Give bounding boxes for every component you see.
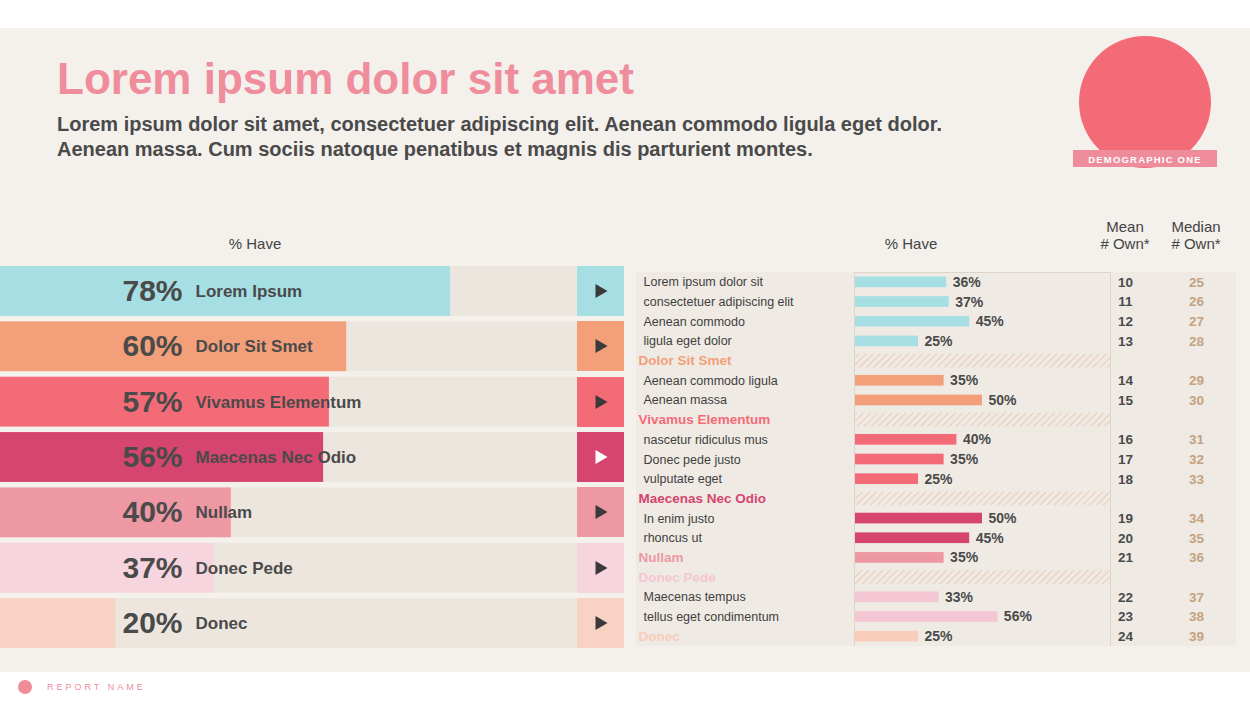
svg-text:Vivamus Elementum: Vivamus Elementum xyxy=(639,412,771,427)
svg-text:17: 17 xyxy=(1118,452,1133,467)
svg-text:Donec: Donec xyxy=(639,629,681,644)
svg-text:20%: 20% xyxy=(122,606,182,639)
svg-text:30: 30 xyxy=(1189,393,1204,408)
html-text:Lorem ipsum dolor sit amet, co: Lorem ipsum dolor sit amet, consectetuer… xyxy=(57,113,942,160)
svg-text:23: 23 xyxy=(1118,609,1134,624)
html-text:Median: Median xyxy=(1171,218,1221,235)
svg-text:22: 22 xyxy=(1118,590,1133,605)
svg-text:11: 11 xyxy=(1118,294,1133,309)
svg-text:35%: 35% xyxy=(950,451,979,467)
svg-text:36%: 36% xyxy=(953,274,982,290)
svg-text:rhoncus ut: rhoncus ut xyxy=(644,531,703,545)
svg-text:57%: 57% xyxy=(122,385,182,418)
svg-text:Aenean commodo: Aenean commodo xyxy=(644,315,746,329)
svg-text:37: 37 xyxy=(1189,590,1204,605)
svg-text:56%: 56% xyxy=(122,440,182,473)
svg-text:50%: 50% xyxy=(989,392,1018,408)
svg-text:50%: 50% xyxy=(989,510,1018,526)
svg-text:56%: 56% xyxy=(1004,608,1033,624)
svg-text:Lorem ipsum dolor sit: Lorem ipsum dolor sit xyxy=(644,275,764,289)
svg-text:14: 14 xyxy=(1118,373,1134,388)
svg-text:26: 26 xyxy=(1189,294,1205,309)
svg-text:25%: 25% xyxy=(925,471,954,487)
svg-text:35%: 35% xyxy=(950,549,979,565)
svg-text:28: 28 xyxy=(1189,334,1205,349)
svg-text:12: 12 xyxy=(1118,314,1133,329)
svg-text:Nullam: Nullam xyxy=(196,503,253,522)
svg-text:18: 18 xyxy=(1118,472,1134,487)
svg-text:Donec Pede: Donec Pede xyxy=(196,559,293,578)
svg-text:In enim justo: In enim justo xyxy=(644,512,715,526)
svg-text:29: 29 xyxy=(1189,373,1204,388)
html-text:# Own*: # Own* xyxy=(1100,235,1150,252)
svg-text:15: 15 xyxy=(1118,393,1134,408)
svg-text:Maecenas tempus: Maecenas tempus xyxy=(644,590,746,604)
svg-text:nascetur ridiculus mus: nascetur ridiculus mus xyxy=(644,433,768,447)
svg-text:Vivamus Elementum: Vivamus Elementum xyxy=(196,393,362,412)
svg-text:24: 24 xyxy=(1118,629,1134,644)
svg-text:19: 19 xyxy=(1118,511,1133,526)
svg-text:Dolor Sit Smet: Dolor Sit Smet xyxy=(196,337,313,356)
svg-text:38: 38 xyxy=(1189,609,1205,624)
svg-text:Nullam: Nullam xyxy=(639,550,684,565)
svg-text:35%: 35% xyxy=(950,372,979,388)
svg-text:45%: 45% xyxy=(976,530,1005,546)
html-text:% Have: % Have xyxy=(884,235,938,252)
svg-text:Dolor Sit Smet: Dolor Sit Smet xyxy=(639,353,733,368)
html-text:Mean: Mean xyxy=(1106,218,1144,235)
svg-text:35: 35 xyxy=(1189,531,1205,546)
svg-text:40%: 40% xyxy=(122,495,182,528)
html-text:% Have: % Have xyxy=(228,235,282,252)
svg-text:37%: 37% xyxy=(955,294,984,310)
svg-text:78%: 78% xyxy=(122,274,182,307)
html-text:# Own*: # Own* xyxy=(1171,235,1221,252)
svg-text:DEMOGRAPHIC ONE: DEMOGRAPHIC ONE xyxy=(1088,154,1202,165)
svg-text:13: 13 xyxy=(1118,334,1134,349)
svg-text:36: 36 xyxy=(1189,550,1205,565)
svg-text:Maecenas Nec Odio: Maecenas Nec Odio xyxy=(639,491,767,506)
svg-text:25: 25 xyxy=(1189,275,1205,290)
svg-text:Donec Pede: Donec Pede xyxy=(639,570,717,585)
svg-text:Maecenas Nec Odio: Maecenas Nec Odio xyxy=(196,448,357,467)
svg-text:32: 32 xyxy=(1189,452,1204,467)
svg-text:10: 10 xyxy=(1118,275,1133,290)
svg-text:consectetuer adipiscing elit: consectetuer adipiscing elit xyxy=(644,295,795,309)
svg-text:33: 33 xyxy=(1189,472,1205,487)
svg-text:37%: 37% xyxy=(122,551,182,584)
svg-text:vulputate eget: vulputate eget xyxy=(644,472,723,486)
svg-text:34: 34 xyxy=(1189,511,1205,526)
svg-text:16: 16 xyxy=(1118,432,1134,447)
svg-text:Lorem Ipsum: Lorem Ipsum xyxy=(196,282,303,301)
svg-text:60%: 60% xyxy=(122,329,182,362)
svg-text:31: 31 xyxy=(1189,432,1205,447)
svg-text:45%: 45% xyxy=(976,313,1005,329)
svg-text:Aenean commodo ligula: Aenean commodo ligula xyxy=(644,374,778,388)
svg-text:20: 20 xyxy=(1118,531,1133,546)
svg-text:Donec: Donec xyxy=(196,614,248,633)
html-text:REPORT NAME: REPORT NAME xyxy=(47,682,146,692)
svg-text:33%: 33% xyxy=(945,589,974,605)
svg-text:40%: 40% xyxy=(963,431,992,447)
svg-text:25%: 25% xyxy=(925,628,954,644)
svg-text:Donec pede justo: Donec pede justo xyxy=(644,453,741,467)
svg-text:25%: 25% xyxy=(925,333,954,349)
svg-text:27: 27 xyxy=(1189,314,1204,329)
svg-text:39: 39 xyxy=(1189,629,1204,644)
svg-text:ligula eget dolor: ligula eget dolor xyxy=(644,334,732,348)
svg-text:21: 21 xyxy=(1118,550,1134,565)
html-text:Lorem ipsum dolor sit amet: Lorem ipsum dolor sit amet xyxy=(57,54,634,103)
svg-text:tellus eget condimentum: tellus eget condimentum xyxy=(644,610,780,624)
svg-text:Aenean massa: Aenean massa xyxy=(644,393,727,407)
